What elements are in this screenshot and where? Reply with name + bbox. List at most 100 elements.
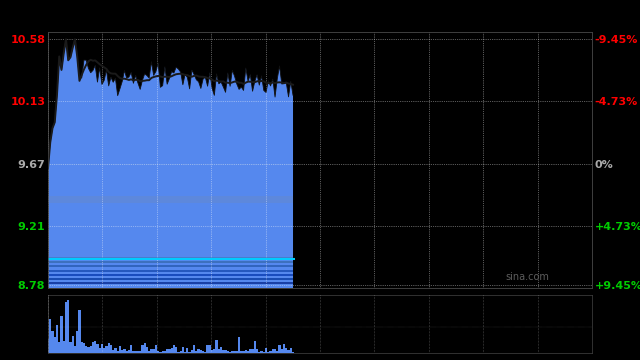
Bar — [110, 345, 112, 353]
Bar — [106, 346, 108, 353]
Bar — [121, 350, 124, 353]
Bar — [51, 331, 54, 353]
Bar — [99, 348, 101, 353]
Bar — [173, 345, 175, 353]
Bar — [243, 351, 244, 353]
Bar — [155, 346, 157, 353]
Bar — [87, 347, 90, 353]
Bar — [222, 350, 225, 353]
Bar — [103, 348, 106, 353]
Bar — [112, 350, 115, 353]
Bar — [134, 351, 137, 353]
Bar — [271, 349, 274, 353]
Bar — [211, 350, 213, 353]
Bar — [240, 351, 243, 353]
Bar — [256, 349, 258, 353]
Bar — [150, 349, 152, 353]
Bar — [83, 343, 85, 353]
Bar — [137, 351, 139, 353]
Bar — [78, 310, 81, 353]
Bar — [175, 347, 177, 353]
Bar — [108, 343, 110, 353]
Bar — [168, 349, 170, 353]
Text: sina.com: sina.com — [505, 272, 549, 282]
Bar — [101, 344, 103, 353]
Bar — [90, 346, 92, 353]
Bar — [49, 319, 51, 353]
Bar — [47, 339, 49, 353]
Bar — [249, 348, 252, 353]
Bar — [258, 352, 260, 353]
Bar — [72, 336, 74, 353]
Bar — [274, 349, 276, 353]
Bar — [234, 351, 236, 353]
Bar — [128, 350, 130, 353]
Bar — [278, 345, 281, 353]
Bar — [207, 345, 209, 353]
Bar — [253, 342, 256, 353]
Bar — [184, 352, 186, 353]
Bar — [139, 351, 141, 353]
Bar — [159, 352, 161, 353]
Bar — [170, 348, 173, 353]
Bar — [213, 350, 216, 353]
Bar — [267, 352, 269, 353]
Bar — [265, 348, 267, 353]
Bar — [124, 349, 125, 353]
Bar — [125, 351, 128, 353]
Bar — [204, 352, 207, 353]
Bar — [92, 342, 94, 353]
Bar — [76, 331, 78, 353]
Bar — [116, 351, 119, 353]
Bar — [290, 348, 292, 353]
Bar — [189, 352, 191, 353]
Bar — [179, 351, 182, 353]
Bar — [229, 352, 231, 353]
Bar — [85, 346, 87, 353]
Bar — [69, 342, 72, 353]
Bar — [152, 350, 155, 353]
Bar — [177, 352, 179, 353]
Bar — [227, 351, 229, 353]
Bar — [54, 337, 56, 353]
Bar — [202, 351, 204, 353]
Bar — [238, 337, 240, 353]
Bar — [67, 301, 69, 353]
Bar — [56, 325, 58, 353]
Bar — [262, 352, 265, 353]
Bar — [161, 351, 164, 353]
Bar — [166, 348, 168, 353]
Bar — [260, 351, 262, 353]
Bar — [141, 345, 143, 353]
Bar — [65, 302, 67, 353]
Bar — [115, 348, 116, 353]
Bar — [292, 352, 294, 353]
Bar — [148, 351, 150, 353]
Bar — [81, 342, 83, 353]
Bar — [276, 351, 278, 353]
Bar — [231, 351, 234, 353]
Bar — [200, 350, 202, 353]
Bar — [63, 341, 65, 353]
Bar — [97, 344, 99, 353]
Bar — [198, 349, 200, 353]
Bar — [287, 350, 290, 353]
Bar — [58, 342, 60, 353]
Bar — [186, 348, 189, 353]
Bar — [146, 347, 148, 353]
Bar — [195, 351, 198, 353]
Bar — [182, 347, 184, 353]
Bar — [119, 346, 121, 353]
Bar — [285, 348, 287, 353]
Bar — [220, 347, 222, 353]
Bar — [157, 351, 159, 353]
Bar — [244, 350, 247, 353]
Bar — [236, 351, 238, 353]
Bar — [60, 316, 63, 353]
Bar — [225, 350, 227, 353]
Bar — [216, 340, 218, 353]
Bar — [281, 349, 283, 353]
Bar — [247, 351, 249, 353]
Bar — [132, 351, 134, 353]
Bar — [209, 345, 211, 353]
